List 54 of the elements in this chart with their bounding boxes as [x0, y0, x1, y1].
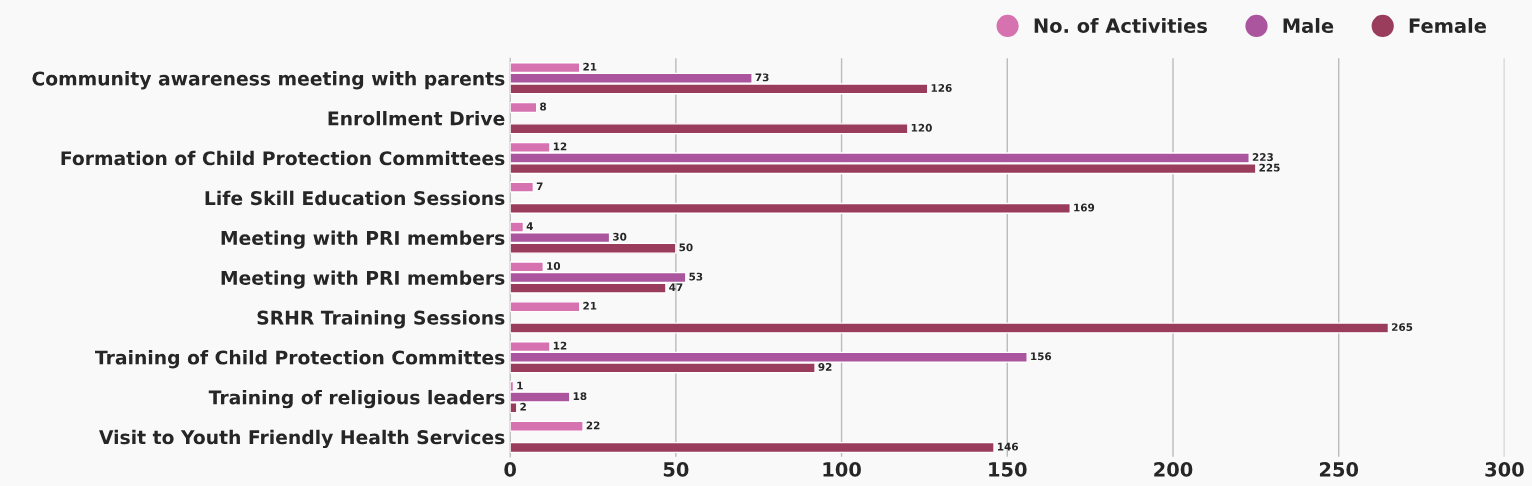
legend-label: Female	[1409, 18, 1486, 34]
data-label: 10	[547, 262, 561, 270]
data-label: 2	[520, 402, 526, 411]
bar	[510, 181, 535, 193]
data-label: 21	[583, 62, 597, 71]
data-label: 12	[553, 142, 567, 151]
bar	[510, 322, 1390, 334]
bar	[510, 202, 1071, 215]
y-tick-label: Visit to Youth Friendly Health Services	[99, 429, 505, 449]
bar	[510, 101, 538, 114]
data-label: 120	[911, 123, 932, 132]
x-tick-label: 150	[989, 462, 1027, 477]
x-tick-label: 50	[663, 462, 689, 477]
bar	[510, 123, 909, 135]
y-tick-label: Meeting with PRI members	[221, 230, 505, 249]
x-tick-label: 300	[1485, 462, 1524, 477]
y-tick-label: Formation of Child Protection Committees	[61, 150, 505, 166]
data-label: 146	[997, 442, 1018, 451]
x-tick-label: 200	[1154, 462, 1193, 477]
legend-label: Male	[1283, 18, 1334, 34]
x-tick-label: 0	[504, 462, 516, 477]
legend-label: No. of Activities	[1034, 18, 1207, 34]
x-tick-label: 100	[823, 462, 861, 477]
data-label: 8	[540, 102, 547, 111]
x-tick-label: 250	[1319, 462, 1359, 477]
data-label: 30	[613, 232, 627, 241]
data-label: 265	[1392, 323, 1413, 332]
y-tick-label: Enrollment Drive	[328, 110, 505, 126]
y-tick-label: Training of religious leaders	[208, 389, 505, 409]
data-label: 53	[689, 272, 703, 281]
data-label: 47	[669, 283, 683, 292]
data-label: 50	[679, 243, 693, 252]
bar	[510, 441, 995, 454]
data-label: 21	[583, 301, 597, 310]
data-label: 7	[536, 182, 543, 191]
data-label: 73	[755, 73, 769, 82]
data-label: 126	[931, 84, 952, 92]
data-label: 223	[1252, 153, 1273, 161]
data-label: 22	[586, 421, 600, 430]
data-label: 12	[553, 341, 567, 350]
y-tick-label: Life Skill Education Sessions	[205, 190, 505, 206]
y-tick-label: Training of Child Protection Committes	[95, 350, 505, 369]
data-label: 169	[1074, 203, 1095, 212]
y-tick-label: SRHR Training Sessions	[257, 310, 505, 329]
data-label: 18	[573, 392, 587, 401]
data-label: 4	[526, 222, 533, 230]
data-label: 225	[1259, 163, 1280, 172]
y-tick-label: Meeting with PRI members	[221, 270, 505, 289]
bar	[510, 420, 584, 432]
data-label: 156	[1031, 352, 1052, 361]
bar	[510, 301, 581, 313]
y-tick-label: Community awareness meeting with parents	[32, 71, 505, 90]
data-label: 1	[517, 381, 523, 390]
data-label: 92	[818, 362, 832, 371]
